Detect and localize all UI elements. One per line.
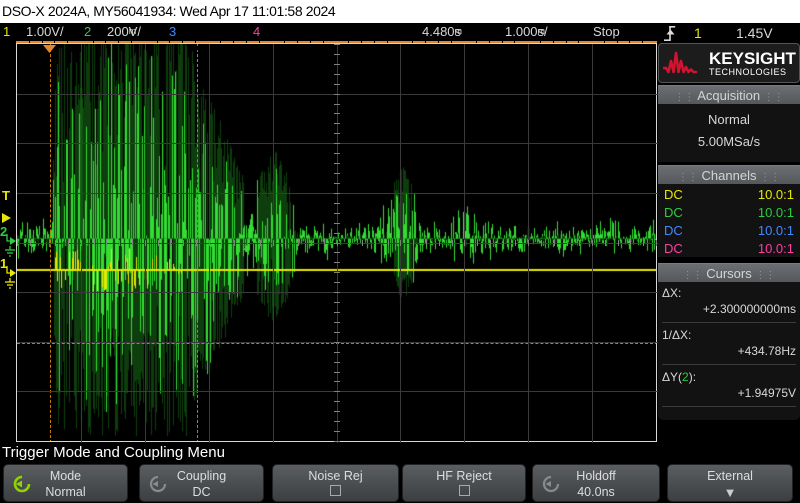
svg-text:2: 2 — [0, 224, 7, 239]
svg-text:T: T — [2, 189, 10, 203]
svg-text:1: 1 — [0, 256, 7, 271]
